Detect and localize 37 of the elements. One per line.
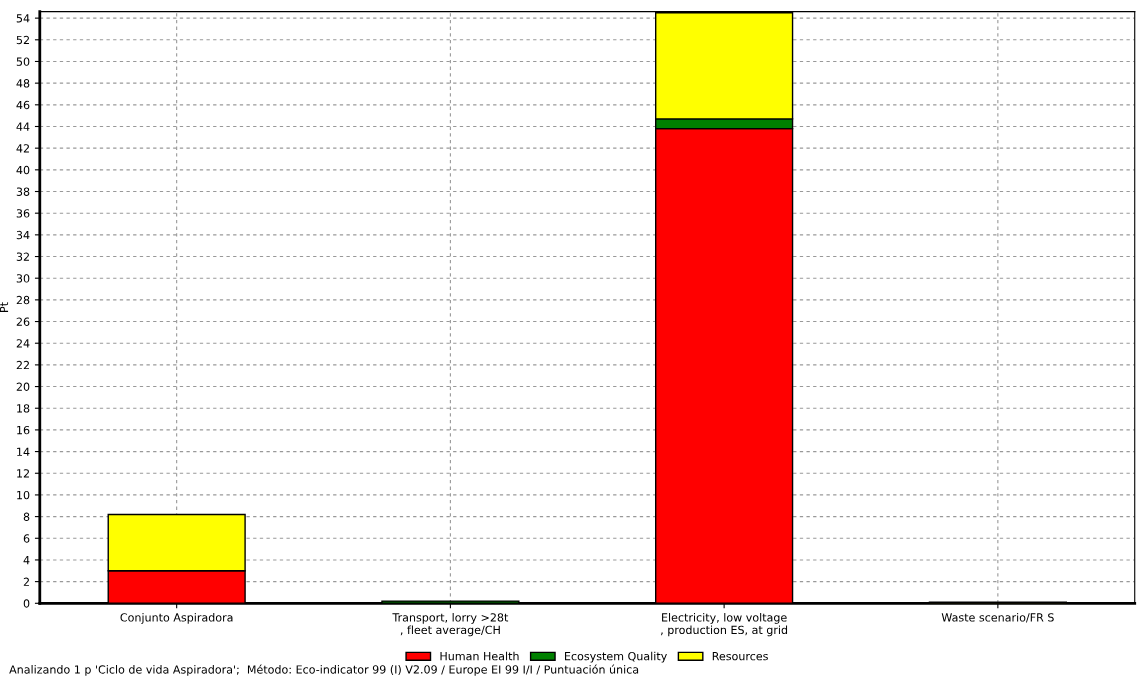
x-tick-label: Transport, lorry >28t , fleet average/CH xyxy=(392,613,509,637)
y-tick-label: 46 xyxy=(16,100,30,110)
legend-label: Resources xyxy=(712,652,768,661)
text: Analizando 1 p 'Ciclo de vida Aspiradora'; Método: Eco-indicator 99 (I) V2.09 / Europe EI 99 I/I / Puntuación única xyxy=(9,664,639,676)
y-tick-label: 34 xyxy=(16,230,30,240)
y-tick-label: 42 xyxy=(16,144,29,153)
y-tick-label: 40 xyxy=(16,165,30,175)
y-tick-label: 8 xyxy=(23,512,30,521)
y-tick-label: 52 xyxy=(16,35,29,45)
y-tick-label: 48 xyxy=(16,79,30,88)
y-tick-label: 36 xyxy=(16,209,30,218)
y-tick-label: 32 xyxy=(16,252,29,261)
y-tick-label: 0 xyxy=(23,599,30,608)
y-tick-label: 22 xyxy=(16,360,29,370)
y-tick-label: 26 xyxy=(16,317,30,326)
y-tick-label: 54 xyxy=(16,14,30,23)
legend-label: Human Health xyxy=(440,651,519,661)
y-tick-label: 50 xyxy=(16,57,30,66)
x-tick-label: Conjunto Aspiradora xyxy=(120,613,233,624)
y-tick-label: 14 xyxy=(17,447,30,456)
y-tick-label: 10 xyxy=(17,490,30,500)
y-tick-label: 20 xyxy=(16,382,30,391)
y-tick-label: 6 xyxy=(23,534,30,543)
y-tick-label: 18 xyxy=(17,404,30,413)
y-tick-label: 28 xyxy=(16,295,30,305)
y-axis-title: Pt xyxy=(0,302,9,312)
x-tick-label: Waste scenario/FR S xyxy=(941,613,1054,623)
y-tick-label: 38 xyxy=(16,187,30,196)
y-tick-label: 2 xyxy=(23,577,29,586)
y-tick-label: 4 xyxy=(23,556,30,565)
y-tick-label: 30 xyxy=(16,274,30,283)
y-tick-label: 12 xyxy=(17,469,29,478)
y-tick-label: 24 xyxy=(16,339,30,348)
y-tick-label: 44 xyxy=(16,122,30,131)
legend-label: Ecosystem Quality xyxy=(565,651,667,663)
x-tick-label: Electricity, low voltage , production ES, at grid xyxy=(661,613,788,637)
y-tick-label: 16 xyxy=(17,425,30,435)
